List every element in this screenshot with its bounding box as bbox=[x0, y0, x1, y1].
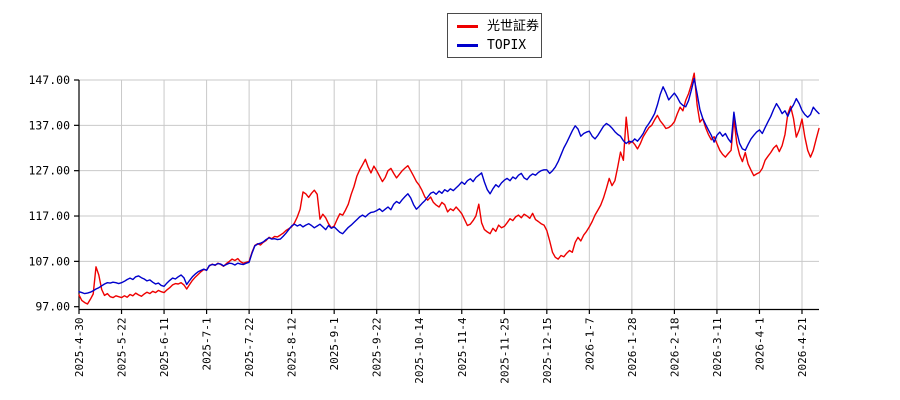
y-tick-label: 97.00 bbox=[35, 300, 70, 314]
x-tick-label: 2025-9-22 bbox=[371, 318, 384, 378]
x-tick-label: 2025-5-22 bbox=[116, 318, 129, 378]
x-tick-label: 2026-1-7 bbox=[583, 318, 596, 371]
x-tick-label: 2025-7-1 bbox=[201, 318, 214, 371]
kosei-securities-line-swatch bbox=[457, 24, 478, 28]
y-tick-label: 147.00 bbox=[28, 73, 70, 87]
x-tick-label: 2025-10-14 bbox=[413, 317, 426, 384]
x-tick-label: 2026-4-1 bbox=[753, 318, 766, 371]
x-tick-label: 2025-7-22 bbox=[243, 318, 256, 378]
x-tick-label: 2026-3-11 bbox=[711, 318, 724, 378]
x-tick-label: 2026-4-21 bbox=[796, 318, 809, 378]
legend-item-topix: TOPIX bbox=[457, 38, 541, 53]
x-tick-label: 2026-1-28 bbox=[626, 318, 639, 378]
y-tick-label: 137.00 bbox=[28, 118, 70, 132]
kosei-securities-line bbox=[78, 72, 820, 305]
y-tick-label: 127.00 bbox=[28, 164, 70, 178]
x-tick-label: 2025-6-11 bbox=[158, 318, 171, 378]
x-tick-label: 2025-8-12 bbox=[286, 318, 299, 378]
y-tick-label: 117.00 bbox=[28, 209, 70, 223]
topix-line-swatch bbox=[457, 43, 478, 47]
topix-line bbox=[78, 77, 820, 295]
x-tick-label: 2025-9-1 bbox=[328, 318, 341, 371]
x-tick-label: 2026-2-18 bbox=[668, 318, 681, 378]
x-tick-label: 2025-4-30 bbox=[73, 318, 86, 378]
topix-label: TOPIX bbox=[487, 37, 527, 53]
kosei-securities-label: 光世証券 bbox=[487, 18, 540, 34]
y-tick-label: 107.00 bbox=[28, 254, 70, 268]
x-tick-label: 2025-12-15 bbox=[541, 318, 554, 384]
x-tick-label: 2025-11-4 bbox=[456, 317, 469, 377]
legend: 光世証券 TOPIX bbox=[447, 13, 542, 58]
legend-item-kosei-securities: 光世証券 bbox=[457, 19, 541, 34]
x-tick-label: 2025-11-25 bbox=[498, 318, 511, 384]
